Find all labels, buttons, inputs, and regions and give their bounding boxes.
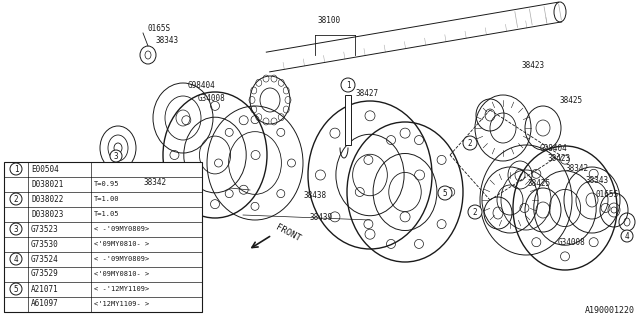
- Circle shape: [10, 253, 22, 265]
- Text: G73530: G73530: [31, 239, 59, 249]
- Circle shape: [10, 193, 22, 205]
- Circle shape: [438, 186, 452, 200]
- Text: 1: 1: [13, 164, 19, 173]
- Text: 2: 2: [13, 195, 19, 204]
- Circle shape: [10, 283, 22, 295]
- Text: 3: 3: [13, 225, 19, 234]
- Text: 38438: 38438: [303, 190, 326, 199]
- Text: 38425: 38425: [559, 95, 582, 105]
- Text: 38100: 38100: [318, 15, 341, 25]
- Text: 38343: 38343: [155, 36, 178, 44]
- Text: D038021: D038021: [31, 180, 63, 188]
- Text: < -'09MY0809>: < -'09MY0809>: [94, 256, 149, 262]
- Text: G34008: G34008: [558, 237, 586, 246]
- Text: 5: 5: [13, 284, 19, 293]
- Text: G73523: G73523: [31, 225, 59, 234]
- Text: 2: 2: [468, 139, 472, 148]
- Text: T=0.95: T=0.95: [94, 181, 120, 187]
- Text: T=1.05: T=1.05: [94, 211, 120, 217]
- Text: 4: 4: [625, 231, 629, 241]
- Bar: [345, 95, 351, 145]
- Text: 2: 2: [473, 207, 477, 217]
- Text: 1: 1: [346, 81, 350, 90]
- Circle shape: [468, 205, 482, 219]
- Circle shape: [10, 223, 22, 235]
- Text: 38439: 38439: [310, 212, 333, 221]
- Text: A190001220: A190001220: [585, 306, 635, 315]
- Text: G98404: G98404: [540, 143, 568, 153]
- Text: 38423: 38423: [548, 154, 571, 163]
- Text: < -'09MY0809>: < -'09MY0809>: [94, 226, 149, 232]
- Text: <'09MY0810- >: <'09MY0810- >: [94, 241, 149, 247]
- Text: 38342: 38342: [143, 178, 166, 187]
- Bar: [4, 162, 202, 312]
- Text: T=1.00: T=1.00: [94, 196, 120, 202]
- Circle shape: [621, 230, 633, 242]
- Text: 38427: 38427: [355, 89, 378, 98]
- Text: 38342: 38342: [566, 164, 589, 172]
- Circle shape: [341, 78, 355, 92]
- Text: 5: 5: [443, 188, 447, 197]
- Text: < -'12MY1109>: < -'12MY1109>: [94, 286, 149, 292]
- Text: <'09MY0810- >: <'09MY0810- >: [94, 271, 149, 277]
- Text: D038022: D038022: [31, 195, 63, 204]
- Text: 38343: 38343: [585, 175, 608, 185]
- Text: G34008: G34008: [198, 93, 226, 102]
- Text: 4: 4: [13, 254, 19, 263]
- Text: <'12MY1109- >: <'12MY1109- >: [94, 301, 149, 307]
- Text: FRONT: FRONT: [274, 223, 302, 243]
- Circle shape: [463, 136, 477, 150]
- Circle shape: [10, 163, 22, 175]
- Circle shape: [110, 150, 122, 162]
- Text: 0165S: 0165S: [595, 189, 618, 198]
- Text: D038023: D038023: [31, 210, 63, 219]
- Text: 3: 3: [114, 151, 118, 161]
- Text: G73524: G73524: [31, 254, 59, 263]
- Text: G73529: G73529: [31, 269, 59, 278]
- Text: E00504: E00504: [31, 164, 59, 173]
- Text: A21071: A21071: [31, 284, 59, 293]
- Text: 38425: 38425: [527, 179, 550, 188]
- Text: 0165S: 0165S: [148, 23, 171, 33]
- Text: A61097: A61097: [31, 300, 59, 308]
- Text: 38423: 38423: [522, 60, 545, 69]
- Text: G98404: G98404: [188, 81, 216, 90]
